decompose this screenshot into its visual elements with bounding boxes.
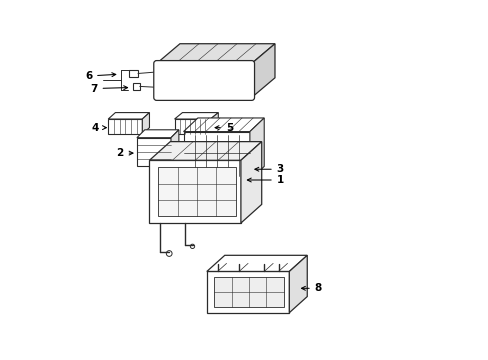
Bar — [129, 70, 138, 77]
Text: 6: 6 — [85, 71, 116, 81]
Polygon shape — [210, 113, 218, 134]
Text: 1: 1 — [247, 175, 284, 185]
Polygon shape — [206, 271, 289, 313]
Bar — [214, 277, 284, 307]
Polygon shape — [149, 160, 241, 223]
Polygon shape — [149, 141, 261, 160]
Polygon shape — [137, 130, 179, 138]
FancyBboxPatch shape — [153, 60, 254, 100]
Text: 2: 2 — [116, 148, 133, 158]
Polygon shape — [183, 118, 264, 132]
Polygon shape — [183, 132, 249, 180]
Polygon shape — [174, 119, 210, 134]
Polygon shape — [206, 255, 306, 271]
Text: 7: 7 — [90, 84, 127, 94]
Polygon shape — [108, 113, 149, 119]
Polygon shape — [137, 138, 171, 166]
Polygon shape — [108, 119, 142, 134]
Polygon shape — [174, 113, 218, 119]
Polygon shape — [289, 255, 306, 313]
Text: 5: 5 — [215, 123, 233, 132]
Polygon shape — [249, 118, 264, 180]
Polygon shape — [142, 113, 149, 134]
Text: 4: 4 — [92, 123, 106, 132]
Bar — [132, 83, 140, 90]
Polygon shape — [171, 130, 179, 166]
Text: 3: 3 — [254, 164, 284, 174]
Polygon shape — [251, 44, 274, 98]
Bar — [158, 167, 235, 216]
Polygon shape — [156, 44, 274, 63]
Polygon shape — [241, 141, 261, 223]
Text: 8: 8 — [301, 283, 321, 293]
